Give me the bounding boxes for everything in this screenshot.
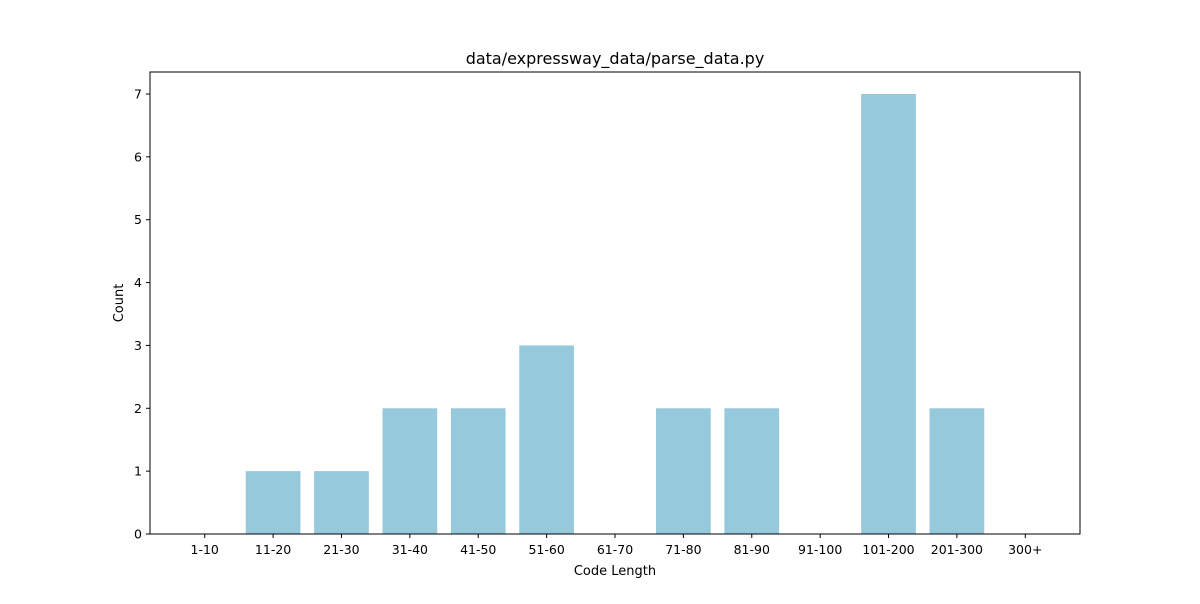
x-tick-label: 91-100: [798, 542, 842, 557]
x-axis-label: Code Length: [574, 564, 656, 579]
y-axis-ticks: 0 1 2 3 4 5 6 7: [134, 87, 150, 542]
x-tick-label: 201-300: [931, 542, 983, 557]
bar-31-40: [382, 408, 438, 534]
x-tick-label: 11-20: [255, 542, 291, 557]
x-tick-label: 51-60: [528, 542, 564, 557]
y-tick-label: 4: [134, 275, 142, 290]
x-tick-label: 61-70: [597, 542, 633, 557]
y-tick-label: 1: [134, 464, 142, 479]
bar-101-200: [861, 94, 916, 534]
plot-frame: [149, 71, 1081, 535]
x-tick-label: 101-200: [862, 542, 914, 557]
x-tick-label: 1-10: [191, 542, 219, 557]
y-tick-label: 0: [134, 527, 142, 542]
x-tick-label: 81-90: [734, 542, 770, 557]
chart-title: data/expressway_data/parse_data.py: [466, 49, 765, 69]
bar-51-60: [519, 345, 574, 534]
bar-71-80: [656, 408, 711, 534]
bar-series: [245, 94, 985, 534]
bar-21-30: [314, 471, 369, 534]
y-tick-label: 2: [134, 401, 142, 416]
x-tick-label: 41-50: [460, 542, 496, 557]
x-tick-label: 21-30: [323, 542, 359, 557]
bar-11-20: [245, 471, 301, 534]
y-tick-label: 7: [134, 87, 142, 102]
bar-41-50: [450, 408, 506, 534]
y-tick-label: 5: [134, 212, 142, 227]
x-tick-label: 71-80: [665, 542, 701, 557]
x-axis-ticks: 1-10 11-20 21-30 31-40 41-50 51-60 61-70 71-80 8…: [191, 534, 1042, 557]
bar-201-300: [929, 408, 985, 534]
bar-81-90: [724, 408, 780, 534]
y-axis-label: Count: [112, 284, 127, 323]
x-tick-label: 31-40: [392, 542, 428, 557]
y-tick-label: 3: [134, 338, 142, 353]
y-tick-label: 6: [134, 149, 142, 164]
x-tick-label: 300+: [1008, 542, 1042, 557]
